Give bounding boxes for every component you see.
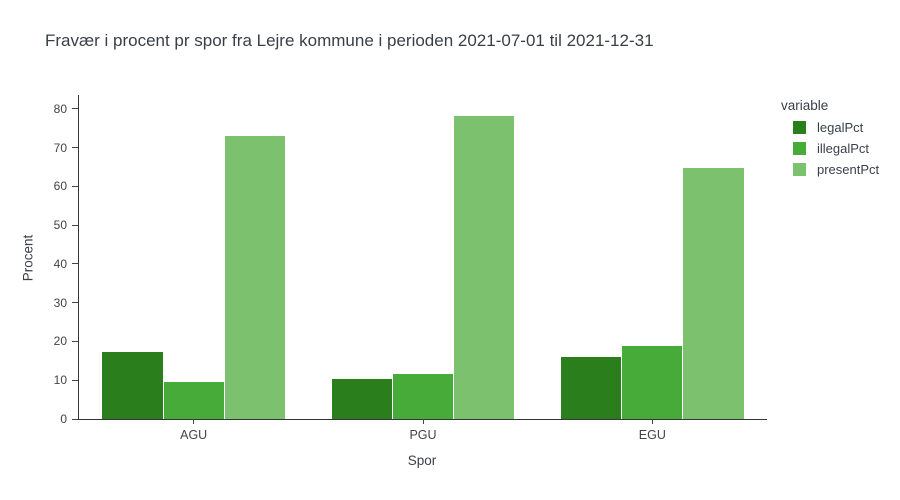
x-tick-label-AGU: AGU [180,428,208,442]
bar-illegalPct-PGU[interactable] [392,374,454,419]
y-tick-mark [72,108,78,110]
y-tick-label: 60 [53,179,67,194]
legend-swatch-presentPct [793,163,806,176]
y-tick-mark [72,302,78,304]
legend-item-illegalPct[interactable]: illegalPct [793,141,879,156]
y-tick-mark [72,185,78,187]
y-tick-label: 30 [53,295,67,310]
y-tick-label: 70 [53,140,67,155]
plot-area: 0 10 20 30 40 50 60 70 80 AGU PGU EGU [54,95,767,442]
y-tick-mark [72,340,78,342]
chart-title: Fravær i procent pr spor fra Lejre kommu… [45,31,654,50]
y-tick-mark [72,418,78,420]
legend: variable legalPct illegalPct presentPct [775,98,879,183]
bar-illegalPct-EGU[interactable] [622,345,683,419]
y-tick-label: 40 [53,256,67,271]
bar-legalPct-PGU[interactable] [331,379,392,419]
bar-presentPct-AGU[interactable] [224,136,285,419]
y-tick-label: 10 [53,373,67,388]
x-tick-mark [193,419,195,424]
legend-item-presentPct[interactable]: presentPct [793,162,879,177]
bar-presentPct-EGU[interactable] [683,168,744,419]
legend-label-presentPct: presentPct [817,162,880,177]
y-tick-label: 50 [53,218,67,233]
legend-title: variable [781,98,829,113]
legend-item-legalPct[interactable]: legalPct [793,120,879,135]
x-tick-mark [651,419,653,424]
y-tick-label: 20 [53,334,67,349]
x-tick-label-EGU: EGU [638,428,666,442]
x-axis-title: Spor [407,453,437,468]
y-tick-mark [72,224,78,226]
legend-label-legalPct: legalPct [817,120,864,135]
y-tick-label: 80 [53,101,67,116]
y-tick-label: 0 [60,412,67,426]
x-tick-label-PGU: PGU [409,428,437,442]
legend-label-illegalPct: illegalPct [817,141,870,156]
y-tick-mark [72,379,78,381]
legend-swatch-legalPct [793,121,806,134]
y-tick-mark [72,147,78,149]
legend-items: legalPct illegalPct presentPct [775,120,879,177]
bar-presentPct-PGU[interactable] [454,115,515,419]
x-tick-mark [422,419,424,424]
y-tick-mark [72,263,78,265]
bar-legalPct-AGU[interactable] [102,351,163,419]
bar-legalPct-EGU[interactable] [561,356,622,419]
bar-illegalPct-AGU[interactable] [163,382,224,419]
legend-swatch-illegalPct [793,142,806,155]
